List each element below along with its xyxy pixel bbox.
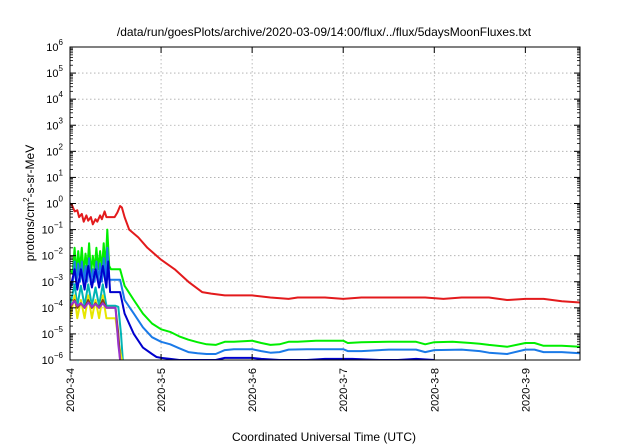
tick-marks (69, 46, 580, 361)
y-axis-label-sup: 2 (22, 197, 31, 202)
y-tick-label: 10−6 (42, 351, 64, 367)
x-axis-label: Coordinated Universal Time (UTC) (232, 430, 416, 444)
y-tick-label: 100 (46, 195, 63, 211)
x-tick-label: 2020-3-8 (429, 368, 441, 412)
series-line-8 (70, 300, 122, 360)
y-tick-label: 101 (46, 168, 63, 184)
x-tick-label: 2020-3-4 (65, 368, 77, 412)
y-tick-label: 103 (46, 116, 63, 132)
series-line-6 (70, 294, 123, 360)
y-axis-label-pre: protons/cm (23, 202, 37, 261)
x-tick-label: 2020-3-7 (338, 368, 350, 412)
y-axis-label-post: -s-sr-MeV (23, 145, 37, 198)
x-tick-label: 2020-3-6 (247, 368, 259, 412)
y-tick-labels: 10−6 10−5 10−4 10−3 10−2 10−1 100 101 102 103 104 1… (42, 38, 64, 367)
y-tick-label: 10−2 (42, 247, 64, 263)
series-line-7 (70, 299, 122, 360)
y-tick-label: 106 (46, 38, 63, 54)
x-tick-label: 2020-3-9 (520, 368, 532, 412)
series-line-4 (70, 260, 435, 360)
y-tick-label: 10−1 (42, 221, 64, 237)
x-tick-label: 2020-3-5 (156, 368, 168, 412)
series-line-2 (70, 228, 580, 348)
y-tick-label: 10−4 (42, 299, 64, 315)
y-tick-label: 10−5 (42, 325, 64, 341)
series-line-5 (70, 283, 124, 360)
y-tick-label: 104 (46, 90, 63, 106)
series-group (70, 202, 580, 360)
series-line-1 (70, 202, 580, 304)
series-line-3 (70, 246, 580, 355)
grid-lines (70, 47, 580, 360)
x-tick-labels: 2020-3-4 2020-3-5 2020-3-6 2020-3-7 2020-3-8… (65, 368, 532, 412)
y-axis-label: protons/cm2-s-sr-MeV (22, 145, 37, 261)
y-tick-label: 10−3 (42, 273, 64, 289)
y-tick-label: 102 (46, 142, 63, 158)
chart-title: /data/run/goesPlots/archive/2020-03-09/1… (117, 25, 532, 39)
y-tick-label: 105 (46, 64, 63, 80)
